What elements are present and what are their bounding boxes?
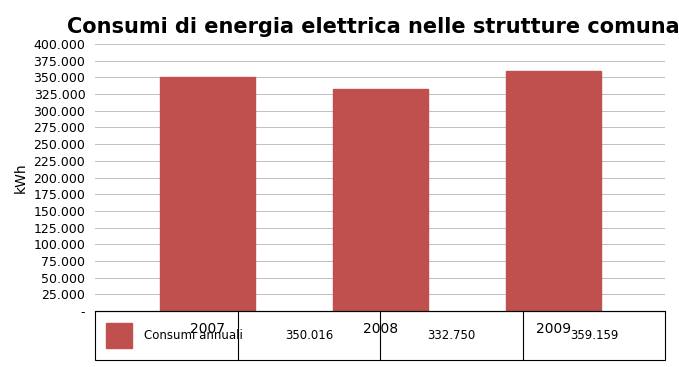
- Text: 332.750: 332.750: [427, 329, 476, 342]
- Bar: [506, 71, 601, 311]
- Text: 359.159: 359.159: [570, 329, 619, 342]
- Bar: [160, 77, 255, 311]
- Bar: [333, 89, 428, 311]
- Y-axis label: kWh: kWh: [14, 162, 28, 193]
- Text: Consumi annuali: Consumi annuali: [143, 329, 242, 342]
- Title: Consumi di energia elettrica nelle strutture comunali: Consumi di energia elettrica nelle strut…: [67, 17, 679, 37]
- Text: 350.016: 350.016: [285, 329, 333, 342]
- FancyBboxPatch shape: [107, 323, 132, 348]
